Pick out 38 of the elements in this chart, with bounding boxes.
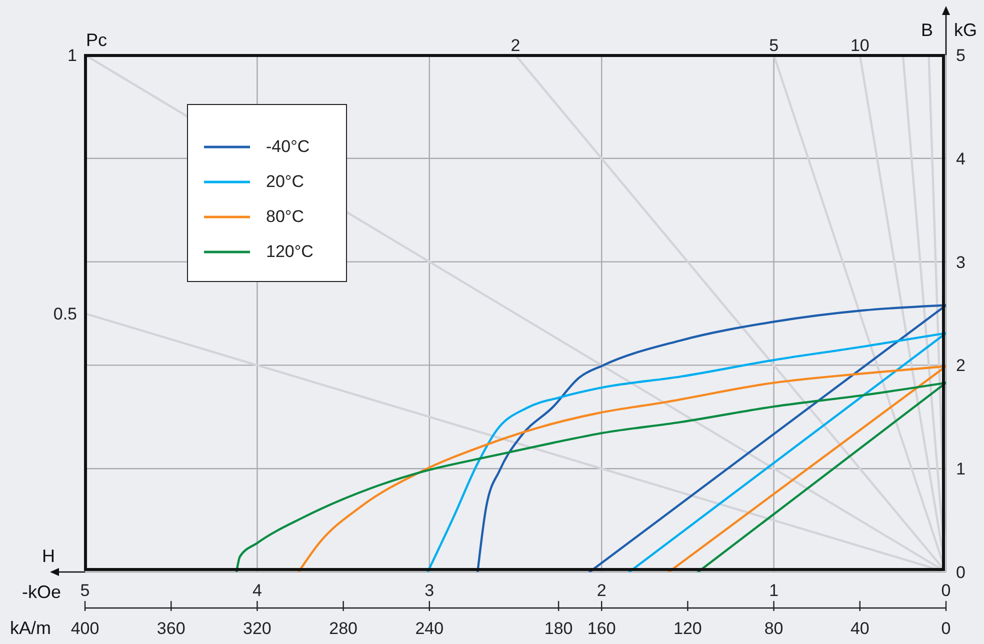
text: Pc <box>86 30 108 51</box>
y-axis-title: kG <box>954 20 978 41</box>
annotation: 5 <box>769 36 779 55</box>
x-tick-label: 0 <box>941 581 951 600</box>
x-tick-label: 4 <box>252 581 262 600</box>
y-tick-label: 4 <box>956 149 966 168</box>
legend-label: -40°C <box>266 136 310 156</box>
annotation: 1 <box>68 46 77 66</box>
x2-tick-label: 160 <box>587 619 616 638</box>
x-tick-label: 3 <box>424 581 434 600</box>
annotation: 2 <box>510 36 520 55</box>
text: H <box>42 546 55 567</box>
annotation: 0.5 <box>53 304 77 324</box>
legend-label: 20°C <box>266 172 304 192</box>
x2-tick-label: 400 <box>70 619 100 638</box>
x-tick-label: 1 <box>769 581 779 600</box>
y-tick-label: 3 <box>956 252 966 272</box>
y-tick-label: 5 <box>956 46 966 66</box>
x2-tick-label: 180 <box>544 619 573 638</box>
x2-tick-label: 120 <box>674 619 702 638</box>
x2-tick-label: 80 <box>764 619 784 638</box>
annotation: 10 <box>850 36 870 55</box>
x2-tick-label: 0 <box>941 619 951 638</box>
x2-tick-label: 320 <box>243 619 272 638</box>
x-tick-label: 2 <box>596 581 606 600</box>
y-tick-label: 2 <box>956 356 966 376</box>
x2-tick-label: 240 <box>415 619 444 638</box>
y-tick-label: 0 <box>956 563 966 582</box>
legend-label: 80°C <box>266 206 304 226</box>
x2-tick-label: 40 <box>850 619 870 638</box>
text: B <box>921 20 934 41</box>
x-tick-label: 5 <box>80 581 90 600</box>
x-axis-title: -kOe <box>22 582 62 603</box>
x2-axis-title: kA/m <box>10 618 52 639</box>
y-tick-label: 1 <box>956 460 966 479</box>
x2-tick-label: 280 <box>329 619 358 638</box>
x2-tick-label: 360 <box>156 619 186 638</box>
legend-label: 120°C <box>266 242 314 262</box>
